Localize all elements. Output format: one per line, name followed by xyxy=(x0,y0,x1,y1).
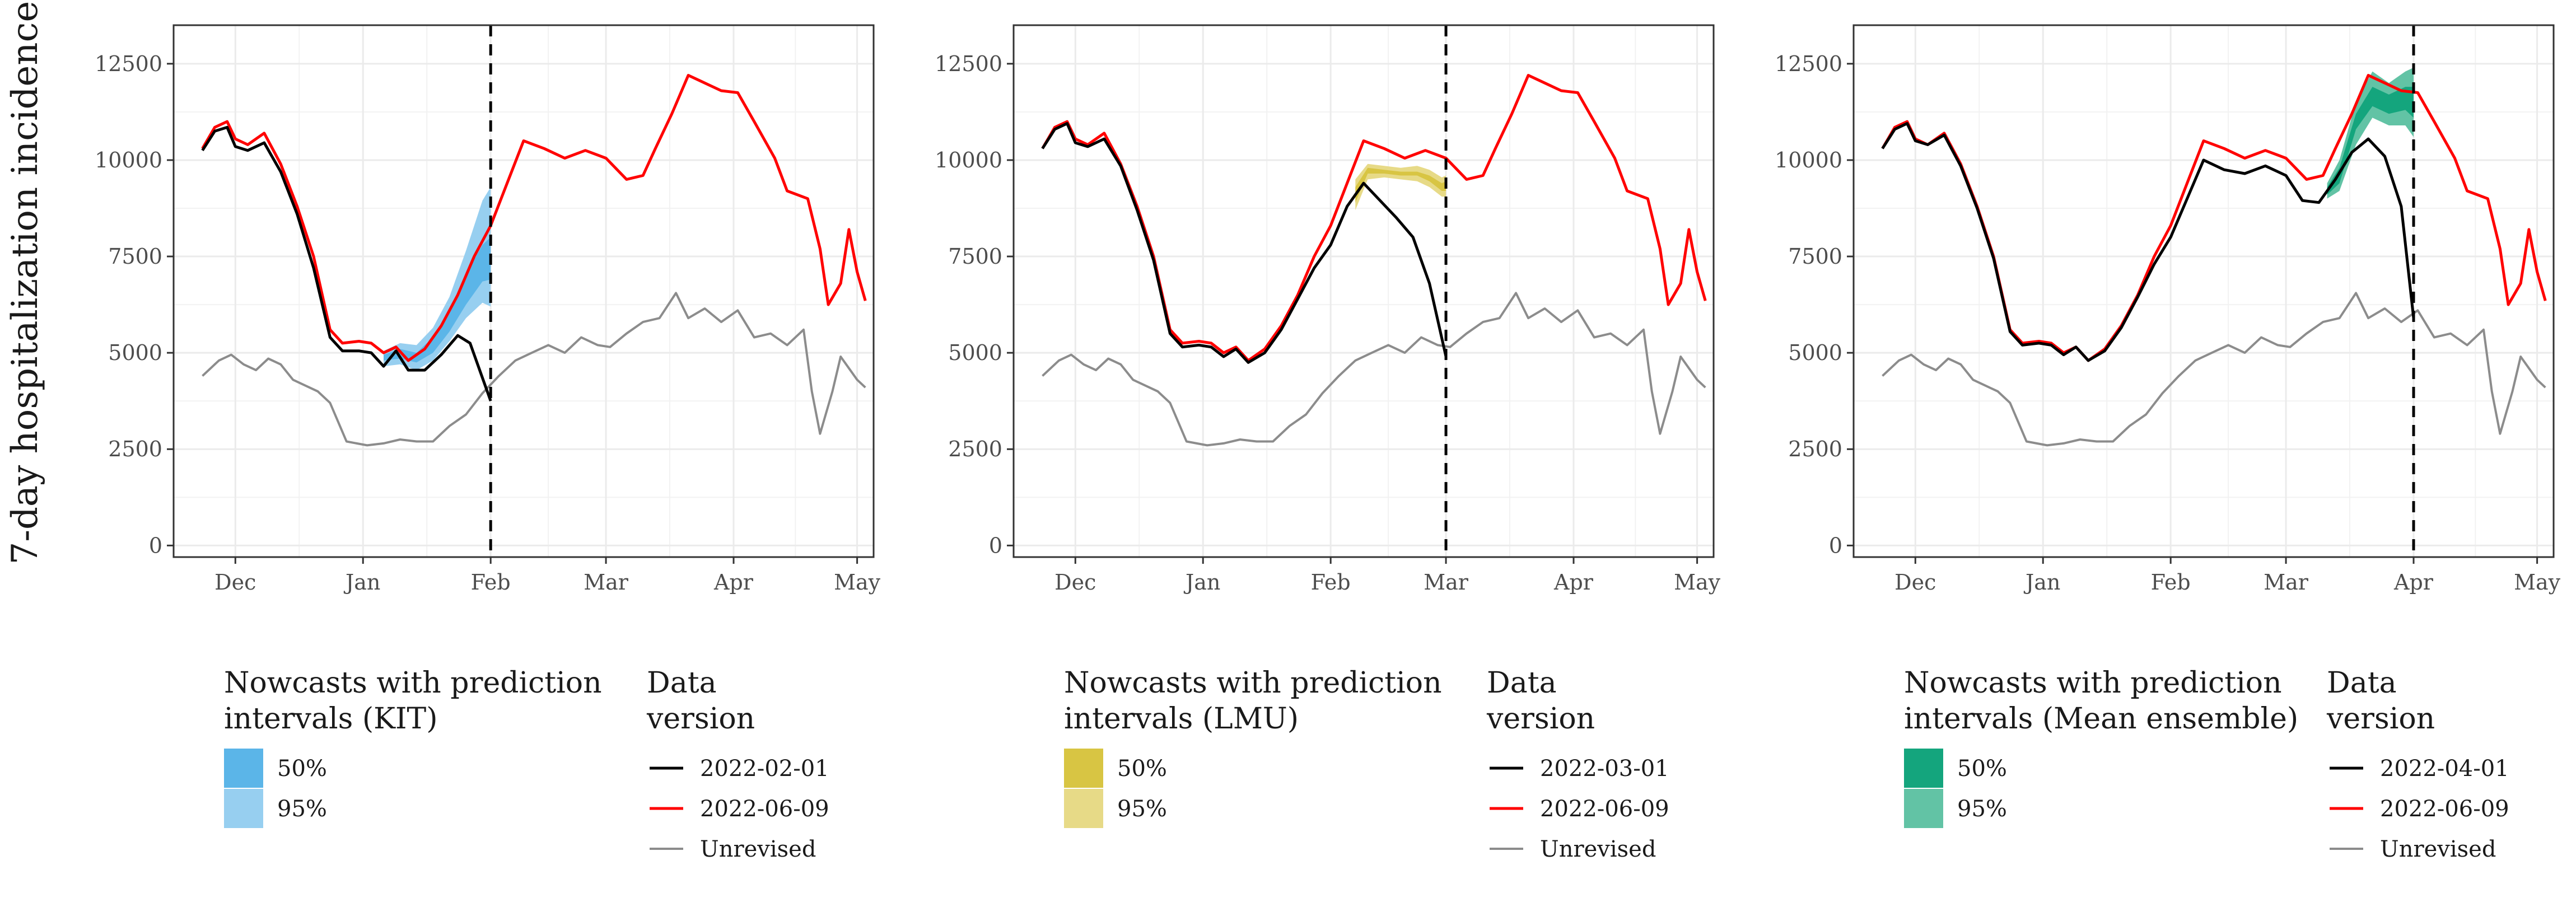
x-tick-label: Dec xyxy=(1894,570,1936,595)
x-tick-label: Apr xyxy=(2393,570,2434,595)
x-tick-label: Dec xyxy=(214,570,256,595)
legend-title: intervals (Mean ensemble) xyxy=(1904,702,2298,736)
plot-border xyxy=(1852,24,2555,558)
y-tick-label: 10000 xyxy=(935,148,1002,172)
y-tick-label: 12500 xyxy=(95,52,162,76)
x-tick-label: May xyxy=(1674,570,1721,595)
y-axis-title: 7-day hospitalization incidence xyxy=(4,1,46,565)
legend-title: Data xyxy=(2327,666,2397,700)
x-tick-label: Feb xyxy=(471,570,511,595)
chart-panel-1: 0 2500 5000 7500 10000 12500 Dec Jan Feb Mar Apr Ma… xyxy=(935,24,1721,862)
legend-label: 2022-06-09 xyxy=(700,796,829,822)
y-tick-label: 0 xyxy=(1829,533,1842,558)
legend-title: Nowcasts with prediction xyxy=(1064,666,1442,700)
legend-title: Nowcasts with prediction xyxy=(1904,666,2282,700)
legend-label: 50% xyxy=(277,756,327,782)
plot-border xyxy=(1012,24,1715,558)
y-tick-label: 7500 xyxy=(1788,244,1842,269)
legend-title: version xyxy=(1486,702,1595,736)
y-tick-label: 12500 xyxy=(1775,52,1842,76)
legend-label: Unrevised xyxy=(2380,836,2496,862)
x-tick-label: Jan xyxy=(343,570,380,595)
legend-label: 2022-04-01 xyxy=(2380,756,2509,782)
y-tick-label: 2500 xyxy=(108,437,162,461)
unrevised-line xyxy=(1042,292,1706,447)
y-tick-label: 10000 xyxy=(1775,148,1842,172)
revised-line-2022-06-09 xyxy=(201,74,867,362)
data-version-line xyxy=(1881,122,2415,362)
legend-label: 95% xyxy=(1117,796,1167,822)
y-tick-label: 0 xyxy=(989,533,1002,558)
legend-key-95 xyxy=(1904,789,1943,828)
y-tick-label: 12500 xyxy=(935,52,1002,76)
legend-title: version xyxy=(646,702,755,736)
x-tick-label: Mar xyxy=(584,570,629,595)
y-tick-label: 7500 xyxy=(108,244,162,269)
legend-label: 2022-02-01 xyxy=(700,756,829,782)
y-tick-label: 5000 xyxy=(948,340,1002,365)
x-tick-label: Feb xyxy=(1311,570,1351,595)
unrevised-line xyxy=(1882,292,2546,447)
chart-panel-0: 0 2500 5000 7500 10000 12500 Dec Jan Feb Mar Apr Ma… xyxy=(95,24,881,862)
legend-key-95 xyxy=(1064,789,1103,828)
interval-50-band xyxy=(1355,167,1446,203)
y-tick-label: 5000 xyxy=(1788,340,1842,365)
plot-border xyxy=(172,24,875,558)
x-tick-label: Apr xyxy=(1553,570,1594,595)
data-version-line xyxy=(201,125,492,402)
x-tick-label: Apr xyxy=(713,570,754,595)
y-tick-label: 0 xyxy=(149,533,162,558)
legend-label: 2022-03-01 xyxy=(1540,756,1669,782)
legend-label: 50% xyxy=(1117,756,1167,782)
x-tick-label: May xyxy=(834,570,881,595)
legend-key-50 xyxy=(1904,749,1943,788)
panels: 0 2500 5000 7500 10000 12500 Dec Jan Feb Mar Apr Ma… xyxy=(95,24,2561,862)
legend-key-50 xyxy=(224,749,263,788)
legend-label: Unrevised xyxy=(700,836,816,862)
y-tick-label: 2500 xyxy=(948,437,1002,461)
interval-50-band xyxy=(2327,87,2414,195)
legend-title: Data xyxy=(647,666,717,700)
legend-title: intervals (KIT) xyxy=(224,702,438,736)
legend-key-95 xyxy=(224,789,263,828)
plot-background xyxy=(1854,25,2554,557)
legend-label: 95% xyxy=(277,796,327,822)
x-tick-label: Mar xyxy=(1424,570,1469,595)
legend-label: 50% xyxy=(1957,756,2007,782)
data-version-line xyxy=(1041,122,1448,364)
x-tick-label: Jan xyxy=(2023,570,2060,595)
plot-background xyxy=(174,25,874,557)
legend-label: 95% xyxy=(1957,796,2007,822)
legend-key-50 xyxy=(1064,749,1103,788)
x-tick-label: Dec xyxy=(1054,570,1096,595)
legend-title: intervals (LMU) xyxy=(1064,702,1299,736)
legend-label: Unrevised xyxy=(1540,836,1656,862)
interval-50-band xyxy=(384,237,491,363)
legend-label: 2022-06-09 xyxy=(2380,796,2509,822)
x-tick-label: Jan xyxy=(1183,570,1220,595)
chart-panel-2: 0 2500 5000 7500 10000 12500 Dec Jan Feb Mar Apr Ma… xyxy=(1775,24,2561,862)
y-tick-label: 7500 xyxy=(948,244,1002,269)
x-tick-label: May xyxy=(2514,570,2561,595)
y-tick-label: 5000 xyxy=(108,340,162,365)
x-tick-label: Mar xyxy=(2264,570,2309,595)
legend-label: 2022-06-09 xyxy=(1540,796,1669,822)
x-tick-label: Feb xyxy=(2151,570,2191,595)
legend-title: version xyxy=(2326,702,2435,736)
y-tick-label: 2500 xyxy=(1788,437,1842,461)
unrevised-line xyxy=(202,292,866,447)
legend-title: Data xyxy=(1487,666,1557,700)
legend-title: Nowcasts with prediction xyxy=(224,666,602,700)
plot-background xyxy=(1014,25,1714,557)
y-tick-label: 10000 xyxy=(95,148,162,172)
